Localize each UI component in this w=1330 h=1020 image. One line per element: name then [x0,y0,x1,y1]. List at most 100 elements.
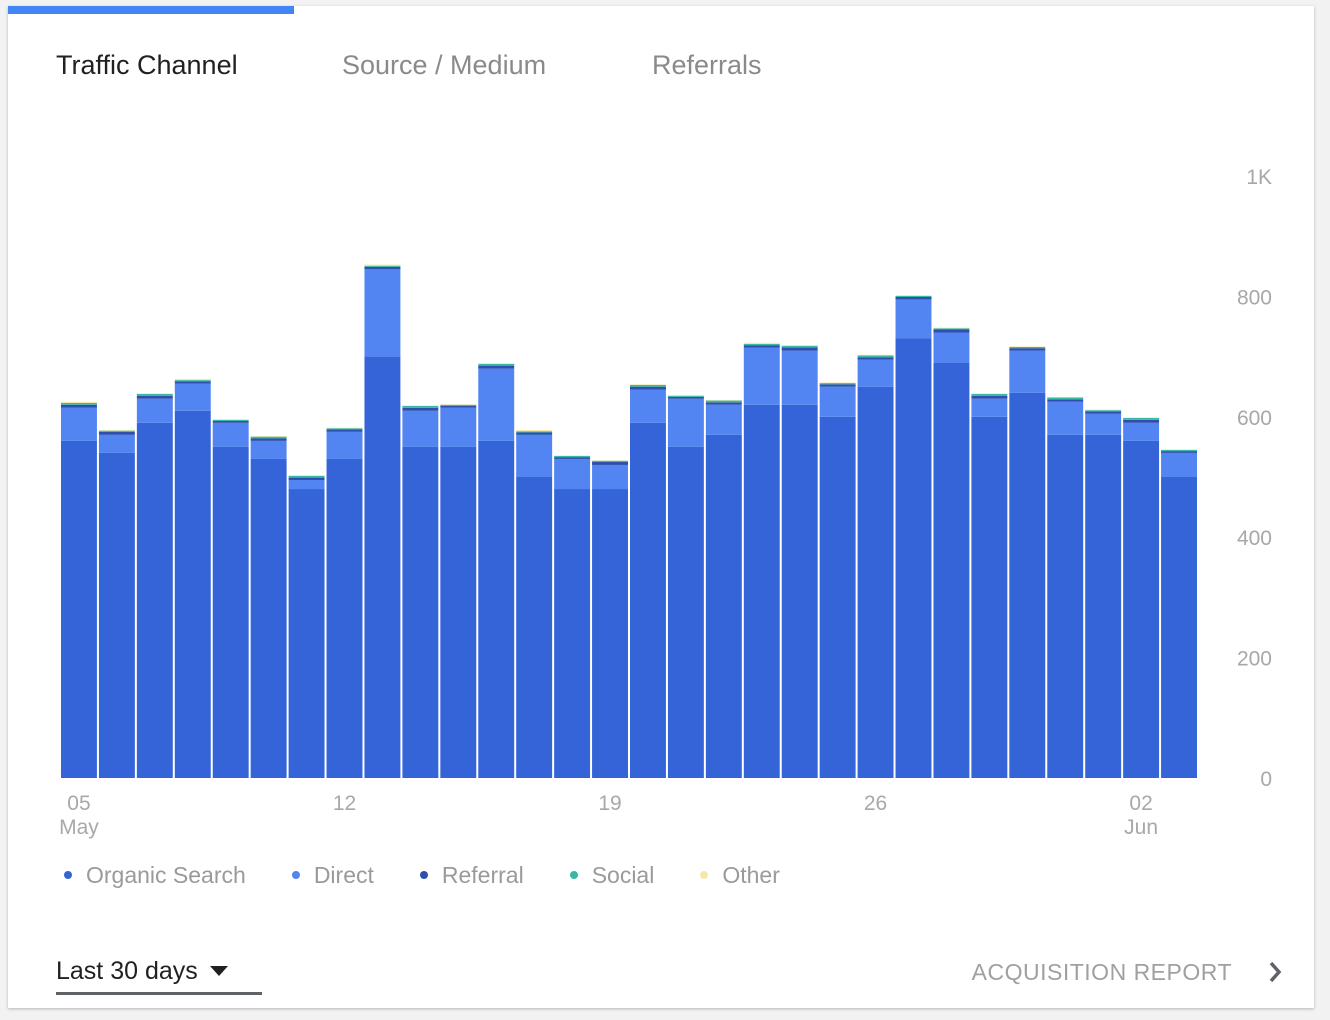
bar-organic-search-19 [781,404,818,778]
bar-other-7 [326,427,363,429]
legend-organic-search: Organic Search [64,862,246,889]
bar-organic-search-20 [819,416,856,778]
bar-referral-4 [212,421,249,423]
acquisition-report-link[interactable]: ACQUISITION REPORT [972,954,1282,990]
legend-label-other: Other [722,861,780,888]
y-tick-label-3: 600 [1237,407,1272,430]
bar-referral-28 [1123,419,1160,423]
y-tick-label-1: 200 [1237,648,1272,671]
traffic-card: Traffic Channel Source / Medium Referral… [8,6,1314,1008]
bar-direct-20 [819,386,856,417]
bar-other-1 [98,430,135,431]
bar-referral-13 [554,457,591,459]
bar-direct-5 [250,440,287,459]
x-tick-label-0: 05 [67,792,90,815]
bar-organic-search-15 [630,422,666,778]
bar-direct-25 [1009,350,1046,393]
tab-referrals[interactable]: Referrals [652,50,762,80]
x-tick-sublabel-0: May [59,816,99,839]
bar-social-8 [364,265,401,267]
legend-referral: Referral [419,861,524,889]
acquisition-report-label: ACQUISITION REPORT [971,958,1232,985]
bar-other-23 [933,327,970,329]
bar-other-15 [630,384,666,385]
bar-social-13 [554,455,591,458]
bar-organic-search-24 [971,416,1008,778]
bar-organic-search-6 [288,489,325,778]
bar-social-7 [326,428,363,430]
bar-social-29 [1161,449,1197,452]
bar-referral-6 [288,477,325,481]
bar-organic-search-23 [933,362,970,778]
bar-organic-search-4 [212,446,249,778]
bar-other-17 [705,399,742,401]
y-tick-label-4: 800 [1237,286,1272,309]
bar-direct-28 [1123,422,1160,441]
bar-organic-search-11 [478,440,515,778]
bar-social-11 [478,363,515,366]
bar-referral-7 [326,429,363,432]
bar-social-20 [819,383,856,385]
bar-referral-1 [98,431,135,435]
bar-organic-search-26 [1047,434,1084,778]
bar-other-25 [1009,346,1046,347]
bar-direct-17 [705,404,742,435]
tab-source-medium[interactable]: Source / Medium [342,50,547,80]
bar-social-3 [174,380,211,382]
bar-referral-10 [440,405,477,408]
bar-social-28 [1123,418,1160,420]
x-tick-sublabel-4: Jun [1124,816,1158,839]
bar-organic-search-22 [895,338,932,778]
bar-referral-18 [743,345,780,348]
bar-organic-search-17 [705,434,742,778]
bar-organic-search-25 [1009,392,1046,778]
bar-other-21 [857,354,894,356]
bar-other-0 [61,401,97,403]
bar-referral-19 [781,347,818,351]
bar-referral-11 [478,365,515,369]
bar-social-17 [705,400,742,403]
y-tick-label-0: 0 [1260,768,1272,791]
bar-organic-search-18 [743,404,780,778]
bar-referral-15 [630,386,666,390]
tab-traffic-channel[interactable]: Traffic Channel [56,50,238,80]
bar-social-25 [1009,346,1046,349]
bar-organic-search-3 [174,410,211,778]
bar-organic-search-5 [250,458,287,778]
bar-direct-4 [212,422,249,447]
bar-organic-search-29 [1161,477,1197,778]
bar-referral-24 [971,395,1008,399]
bar-organic-search-13 [554,489,591,778]
chevron-right-icon [1269,961,1282,983]
bar-direct-12 [516,434,553,477]
bar-other-29 [1161,449,1197,450]
bar-other-18 [743,342,780,344]
bar-other-2 [136,393,173,394]
bar-direct-22 [895,299,932,339]
date-range-dropdown[interactable]: Last 30 days [56,950,262,995]
bar-social-19 [781,345,818,348]
bar-referral-16 [667,396,704,399]
bar-direct-19 [781,350,818,405]
bar-other-8 [364,264,401,266]
bar-direct-11 [478,368,515,441]
legend-label-referral: Referral [441,861,524,888]
bar-other-16 [667,395,704,396]
bar-referral-26 [1047,399,1084,402]
bar-direct-13 [554,458,591,490]
bar-direct-6 [288,480,325,490]
bar-other-12 [516,430,553,432]
bar-organic-search-16 [667,446,704,778]
bar-organic-search-10 [440,446,477,778]
bar-other-19 [781,345,818,346]
bar-other-5 [250,436,287,437]
bar-organic-search-14 [592,489,628,778]
bar-other-22 [895,295,932,296]
legend-label-direct: Direct [313,861,374,888]
legend-label-organic-search: Organic Search [86,861,246,888]
legend-dot-referral [419,871,428,879]
bar-direct-21 [857,359,894,387]
bar-social-18 [743,343,780,346]
bar-referral-3 [174,381,211,384]
bar-organic-search-28 [1123,440,1160,778]
